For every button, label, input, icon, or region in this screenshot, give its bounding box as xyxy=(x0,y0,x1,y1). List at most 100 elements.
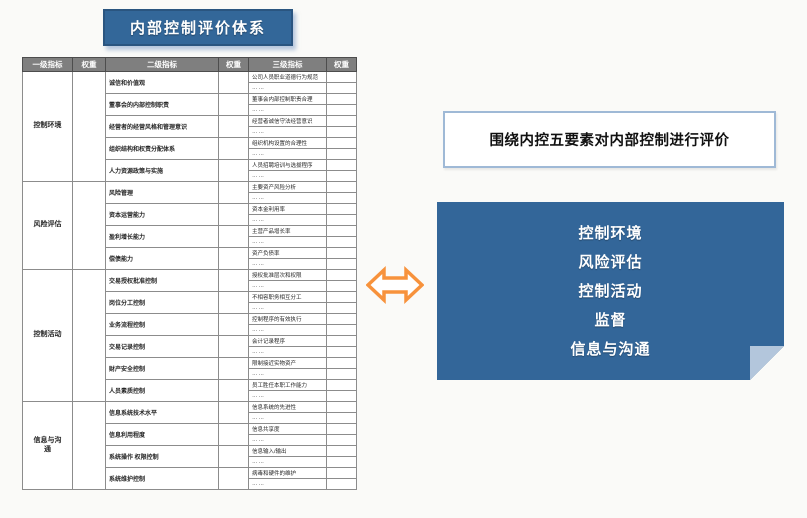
level3-ellipsis-cell: …… xyxy=(248,236,327,248)
level2-cell: 人力资源政策与实施 xyxy=(105,159,219,182)
weight-cell xyxy=(218,313,249,336)
table-row: 风险评估 风险管理 主要资产风险分析 xyxy=(22,181,357,270)
weight-cell xyxy=(218,379,249,402)
weight-cell xyxy=(326,148,357,160)
level3-ellipsis-cell: …… xyxy=(248,412,327,424)
weight-cell xyxy=(218,225,249,248)
table-row: 资本运营能力 资本金利用率 xyxy=(23,203,357,226)
level3-cell: 主要资产风险分析 xyxy=(248,181,327,193)
level3-cell: 公司人员职业道德行为规范 xyxy=(248,71,327,83)
weight-cell xyxy=(326,93,357,105)
level2-cell: 董事会的内部控制职责 xyxy=(105,93,219,116)
weight-cell xyxy=(326,115,357,127)
folded-corner xyxy=(750,346,784,380)
weight-cell xyxy=(326,313,357,325)
level2-cell: 交易记录控制 xyxy=(105,335,219,358)
weight-cell xyxy=(72,401,106,490)
level3-cell: 经营者诚信守法经营意识 xyxy=(248,115,327,127)
level3-cell: 董事会内部控制职责合理 xyxy=(248,93,327,105)
level3-cell: 组织机构设置的合理性 xyxy=(248,137,327,149)
weight-cell xyxy=(326,247,357,259)
weight-cell xyxy=(72,181,106,270)
table-row: 信息与沟通 信息系统技术水平 信息系统的先进性 xyxy=(22,401,357,490)
double-arrow-icon xyxy=(365,261,425,309)
table-row: 人员素质控制 员工胜任本职工作能力 xyxy=(23,379,357,402)
level1-cell: 控制活动 xyxy=(22,269,73,402)
level3-ellipsis-cell: …… xyxy=(248,456,327,468)
level3-ellipsis-cell: …… xyxy=(248,390,327,402)
weight-cell xyxy=(326,445,357,457)
level3-cell: 信息输入/输出 xyxy=(248,445,327,457)
level3-cell: 信息系统的先进性 xyxy=(248,401,327,413)
table-row: 岗位分工控制 不相容职务相互分工 xyxy=(23,291,357,314)
level3-ellipsis-cell: …… xyxy=(248,126,327,138)
level2-cell: 信息利用程度 xyxy=(105,423,219,446)
weight-cell xyxy=(326,203,357,215)
level2-cell: 系统操作 权限控制 xyxy=(105,445,219,468)
table-row: 业务流程控制 控制程序的有效执行 xyxy=(23,313,357,336)
weight-cell xyxy=(218,335,249,358)
level2-cell: 信息系统技术水平 xyxy=(105,401,219,424)
weight-cell xyxy=(218,71,249,94)
element-risk-assessment: 风险评估 xyxy=(578,253,643,271)
level3-ellipsis-cell: …… xyxy=(248,280,327,292)
weight-cell xyxy=(218,269,249,292)
table-row: 控制活动 交易授权批准控制 授权批准层次和权限 xyxy=(22,269,357,402)
column-header: 二级指标 xyxy=(105,57,219,72)
level2-cell: 盈利增长能力 xyxy=(105,225,219,248)
table-body: 控制环境 诚信和价值观 公司人员职业道德行为规范…… 董事会的内部控制职责 董事会内部控… xyxy=(22,71,357,490)
five-elements-box: 控制环境 风险评估 控制活动 监督 信息与沟通 xyxy=(437,202,784,380)
column-header: 三级指标 xyxy=(248,57,327,72)
element-control-environment: 控制环境 xyxy=(578,224,643,242)
column-header: 权重 xyxy=(218,57,249,72)
level3-cell: 病毒和硬件的维护 xyxy=(248,467,327,479)
element-supervision: 监督 xyxy=(594,311,627,329)
weight-cell xyxy=(326,225,357,237)
level3-cell: 主营产品增长率 xyxy=(248,225,327,237)
weight-cell xyxy=(218,159,249,182)
weight-cell xyxy=(326,324,357,336)
level3-cell: 员工胜任本职工作能力 xyxy=(248,379,327,391)
column-header: 一级指标 xyxy=(22,57,73,72)
weight-cell xyxy=(326,192,357,204)
weight-cell xyxy=(218,181,249,204)
level1-cell: 风险评估 xyxy=(22,181,73,270)
weight-cell xyxy=(326,137,357,149)
weight-cell xyxy=(326,71,357,83)
table-row: …… xyxy=(23,390,357,402)
column-header: 权重 xyxy=(326,57,357,72)
table-row: 系统操作 权限控制 信息输入/输出 xyxy=(23,445,357,468)
weight-cell xyxy=(218,401,249,424)
level3-ellipsis-cell: …… xyxy=(248,478,327,490)
weight-cell xyxy=(326,181,357,193)
weight-cell xyxy=(326,269,357,281)
level3-cell: 不相容职务相互分工 xyxy=(248,291,327,303)
page-title: 内部控制评价体系 xyxy=(129,20,266,37)
level2-cell: 财产安全控制 xyxy=(105,357,219,380)
level1-label: 控制环境 xyxy=(33,122,62,130)
level2-cell: 经营者的经营风格和管理意识 xyxy=(105,115,219,138)
element-information-communication: 信息与沟通 xyxy=(570,340,651,358)
weight-cell xyxy=(218,423,249,446)
table-row: …… xyxy=(23,478,357,490)
table-header: 一级指标 权重 二级指标 权重 三级指标 权重 xyxy=(22,57,357,72)
weight-cell xyxy=(326,236,357,248)
level3-cell: 人员招聘培训与选拔程序 xyxy=(248,159,327,171)
level1-cell: 信息与沟通 xyxy=(22,401,73,490)
level3-ellipsis-cell: …… xyxy=(248,170,327,182)
level2-cell: 岗位分工控制 xyxy=(105,291,219,314)
level3-ellipsis-cell: …… xyxy=(248,148,327,160)
weight-cell xyxy=(326,335,357,347)
level1-label: 控制活动 xyxy=(33,331,62,339)
level3-ellipsis-cell: …… xyxy=(248,258,327,270)
weight-cell xyxy=(326,126,357,138)
level3-ellipsis-cell: …… xyxy=(248,192,327,204)
weight-cell xyxy=(326,170,357,182)
level3-ellipsis-cell: …… xyxy=(248,104,327,116)
weight-cell xyxy=(326,379,357,391)
level3-cell: 限制接近实物资产 xyxy=(248,357,327,369)
level3-cell: 信息共享度 xyxy=(248,423,327,435)
table-row: …… xyxy=(23,456,357,468)
level2-cell: 系统维护控制 xyxy=(105,467,219,490)
